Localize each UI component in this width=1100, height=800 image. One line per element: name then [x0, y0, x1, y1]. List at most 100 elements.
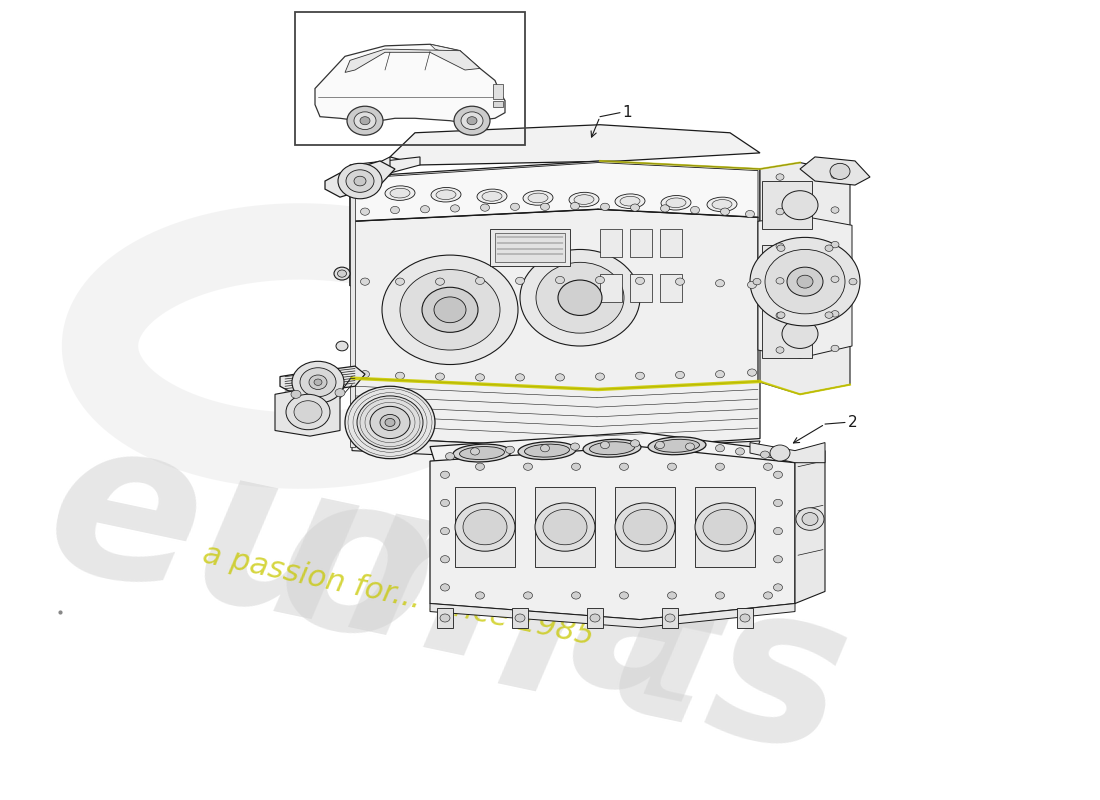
Ellipse shape: [522, 190, 553, 206]
Circle shape: [540, 445, 550, 452]
Polygon shape: [352, 437, 760, 462]
Ellipse shape: [390, 188, 410, 198]
Circle shape: [776, 174, 784, 180]
Text: oPa: oPa: [260, 452, 746, 755]
Circle shape: [451, 205, 460, 212]
Circle shape: [455, 503, 515, 551]
Circle shape: [535, 503, 595, 551]
Circle shape: [830, 242, 839, 248]
Circle shape: [516, 278, 525, 285]
Circle shape: [595, 373, 605, 380]
Circle shape: [715, 463, 725, 470]
Circle shape: [440, 614, 450, 622]
Ellipse shape: [620, 196, 640, 206]
Circle shape: [773, 527, 782, 534]
Ellipse shape: [712, 199, 732, 210]
Circle shape: [543, 510, 587, 545]
Circle shape: [520, 250, 640, 346]
Circle shape: [475, 374, 484, 381]
Circle shape: [830, 310, 839, 317]
Circle shape: [740, 614, 750, 622]
Polygon shape: [800, 157, 870, 185]
Circle shape: [601, 203, 609, 210]
Circle shape: [338, 163, 382, 198]
Circle shape: [338, 270, 346, 278]
Circle shape: [763, 463, 772, 470]
Circle shape: [691, 206, 700, 214]
Circle shape: [515, 614, 525, 622]
Ellipse shape: [482, 191, 502, 201]
Circle shape: [440, 584, 450, 591]
Circle shape: [656, 442, 664, 449]
Ellipse shape: [431, 187, 461, 202]
Circle shape: [760, 451, 770, 458]
Circle shape: [346, 170, 374, 192]
Circle shape: [556, 277, 564, 284]
Circle shape: [786, 267, 823, 296]
Circle shape: [796, 508, 824, 530]
Circle shape: [572, 592, 581, 599]
Circle shape: [666, 614, 675, 622]
Polygon shape: [350, 157, 420, 177]
Circle shape: [615, 503, 675, 551]
Circle shape: [475, 278, 484, 285]
Polygon shape: [430, 446, 795, 620]
Text: rts: rts: [480, 519, 865, 800]
Bar: [490, 230, 570, 266]
Circle shape: [830, 346, 839, 352]
Ellipse shape: [666, 198, 686, 208]
Circle shape: [475, 592, 484, 599]
Text: 1: 1: [621, 105, 631, 120]
Polygon shape: [280, 366, 365, 394]
Ellipse shape: [477, 189, 507, 203]
Circle shape: [601, 442, 609, 449]
Circle shape: [748, 282, 757, 289]
Bar: [493, 101, 503, 107]
Circle shape: [675, 278, 684, 286]
Circle shape: [516, 374, 525, 381]
Circle shape: [396, 372, 405, 379]
Polygon shape: [345, 49, 480, 73]
Circle shape: [782, 319, 818, 349]
Circle shape: [776, 209, 784, 215]
Polygon shape: [350, 177, 355, 446]
Circle shape: [830, 207, 839, 214]
Circle shape: [558, 280, 602, 315]
Polygon shape: [758, 216, 852, 358]
Ellipse shape: [574, 194, 594, 204]
Circle shape: [382, 255, 518, 365]
Circle shape: [595, 277, 605, 284]
Circle shape: [370, 406, 410, 438]
Ellipse shape: [453, 444, 512, 462]
Ellipse shape: [525, 444, 570, 457]
Circle shape: [292, 390, 301, 398]
Bar: [600, 230, 621, 258]
Circle shape: [776, 243, 784, 250]
Ellipse shape: [654, 439, 700, 452]
Polygon shape: [275, 388, 340, 436]
Circle shape: [668, 592, 676, 599]
Polygon shape: [430, 44, 480, 68]
Bar: [762, 181, 812, 230]
Polygon shape: [430, 603, 795, 628]
Ellipse shape: [385, 186, 415, 200]
Circle shape: [825, 312, 833, 318]
Circle shape: [630, 204, 639, 211]
Bar: [535, 487, 595, 567]
Bar: [455, 487, 515, 567]
Ellipse shape: [436, 190, 456, 199]
Circle shape: [540, 203, 550, 210]
Circle shape: [773, 584, 782, 591]
Polygon shape: [390, 125, 760, 165]
Circle shape: [471, 448, 480, 455]
Circle shape: [830, 163, 850, 179]
Circle shape: [463, 510, 507, 545]
Circle shape: [354, 176, 366, 186]
Text: 2: 2: [848, 415, 858, 430]
Circle shape: [454, 106, 490, 135]
Bar: [493, 85, 503, 99]
Circle shape: [776, 347, 784, 354]
Bar: [695, 487, 755, 567]
Circle shape: [636, 372, 645, 379]
Circle shape: [777, 245, 785, 251]
